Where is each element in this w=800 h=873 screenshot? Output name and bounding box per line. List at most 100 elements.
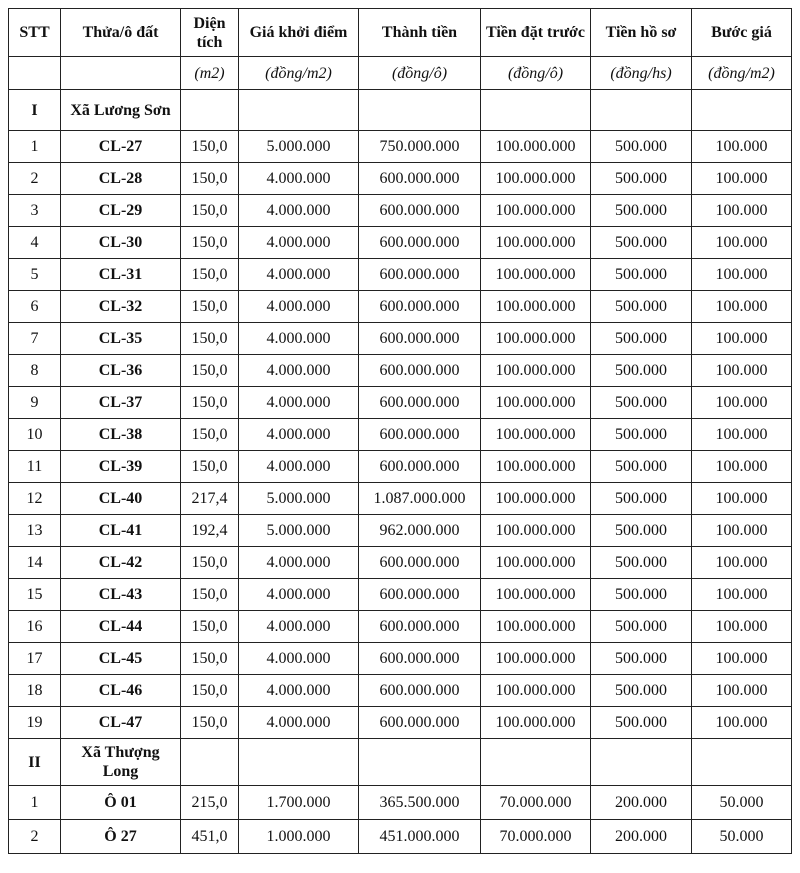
cell-plot: CL-30	[60, 226, 181, 259]
cell-area: 150,0	[180, 194, 239, 227]
cell-start-price: 4.000.000	[238, 258, 359, 291]
cell-area: 150,0	[180, 418, 239, 451]
cell-total: 451.000.000	[358, 819, 481, 854]
cell-deposit: 100.000.000	[480, 546, 591, 579]
cell-deposit: 100.000.000	[480, 322, 591, 355]
cell-area: 150,0	[180, 322, 239, 355]
table-row: 13 CL-41 192,4 5.000.000 962.000.000 100.000.…	[8, 514, 792, 547]
cell-deposit: 100.000.000	[480, 514, 591, 547]
empty-cell	[238, 738, 359, 786]
empty-cell	[358, 89, 481, 131]
cell-total: 600.000.000	[358, 546, 481, 579]
cell-total: 962.000.000	[358, 514, 481, 547]
cell-dossier-fee: 500.000	[590, 642, 692, 675]
cell-deposit: 100.000.000	[480, 130, 591, 163]
cell-area: 192,4	[180, 514, 239, 547]
cell-price-step: 100.000	[691, 290, 792, 323]
cell-dossier-fee: 500.000	[590, 386, 692, 419]
cell-dossier-fee: 500.000	[590, 418, 692, 451]
cell-plot: CL-35	[60, 322, 181, 355]
cell-stt: 18	[8, 674, 61, 707]
cell-start-price: 4.000.000	[238, 162, 359, 195]
cell-total: 600.000.000	[358, 450, 481, 483]
cell-deposit: 100.000.000	[480, 162, 591, 195]
cell-price-step: 100.000	[691, 162, 792, 195]
cell-plot: CL-42	[60, 546, 181, 579]
cell-deposit: 100.000.000	[480, 578, 591, 611]
header-area: Diện tích	[180, 8, 239, 57]
cell-dossier-fee: 500.000	[590, 706, 692, 739]
table-row: 4 CL-30 150,0 4.000.000 600.000.000 100.000.0…	[8, 226, 792, 259]
cell-total: 600.000.000	[358, 258, 481, 291]
cell-total: 600.000.000	[358, 706, 481, 739]
cell-price-step: 100.000	[691, 706, 792, 739]
header-row: STT Thửa/ô đất Diện tích Giá khởi điểm T…	[8, 8, 792, 57]
cell-plot: CL-28	[60, 162, 181, 195]
cell-area: 451,0	[180, 819, 239, 854]
section-number: I	[8, 89, 61, 131]
cell-deposit: 100.000.000	[480, 450, 591, 483]
cell-start-price: 4.000.000	[238, 226, 359, 259]
cell-start-price: 5.000.000	[238, 130, 359, 163]
cell-plot: CL-37	[60, 386, 181, 419]
cell-start-price: 1.700.000	[238, 785, 359, 820]
cell-plot: CL-44	[60, 610, 181, 643]
header-deposit: Tiền đặt trước	[480, 8, 591, 57]
cell-stt: 17	[8, 642, 61, 675]
cell-area: 150,0	[180, 642, 239, 675]
cell-plot: CL-27	[60, 130, 181, 163]
cell-deposit: 100.000.000	[480, 258, 591, 291]
cell-dossier-fee: 500.000	[590, 258, 692, 291]
cell-dossier-fee: 200.000	[590, 819, 692, 854]
cell-deposit: 100.000.000	[480, 386, 591, 419]
unit-dossier-fee: (đồng/hs)	[590, 56, 692, 90]
empty-cell	[358, 738, 481, 786]
cell-plot: CL-39	[60, 450, 181, 483]
cell-price-step: 100.000	[691, 322, 792, 355]
section-number: II	[8, 738, 61, 786]
cell-total: 600.000.000	[358, 674, 481, 707]
unit-stt	[8, 56, 61, 90]
cell-total: 365.500.000	[358, 785, 481, 820]
cell-total: 600.000.000	[358, 322, 481, 355]
cell-area: 150,0	[180, 130, 239, 163]
cell-price-step: 50.000	[691, 819, 792, 854]
cell-price-step: 50.000	[691, 785, 792, 820]
cell-stt: 15	[8, 578, 61, 611]
cell-start-price: 1.000.000	[238, 819, 359, 854]
cell-plot: CL-46	[60, 674, 181, 707]
cell-start-price: 4.000.000	[238, 706, 359, 739]
cell-deposit: 70.000.000	[480, 819, 591, 854]
table-row: 5 CL-31 150,0 4.000.000 600.000.000 100.000.0…	[8, 258, 792, 291]
cell-dossier-fee: 500.000	[590, 194, 692, 227]
cell-total: 600.000.000	[358, 418, 481, 451]
cell-plot: CL-29	[60, 194, 181, 227]
table-row: 12 CL-40 217,4 5.000.000 1.087.000.000 100.00…	[8, 482, 792, 515]
cell-plot: CL-38	[60, 418, 181, 451]
cell-deposit: 100.000.000	[480, 706, 591, 739]
cell-stt: 2	[8, 162, 61, 195]
cell-dossier-fee: 500.000	[590, 450, 692, 483]
cell-dossier-fee: 500.000	[590, 322, 692, 355]
cell-total: 600.000.000	[358, 226, 481, 259]
cell-dossier-fee: 500.000	[590, 674, 692, 707]
cell-area: 217,4	[180, 482, 239, 515]
cell-area: 150,0	[180, 258, 239, 291]
cell-price-step: 100.000	[691, 418, 792, 451]
header-total: Thành tiền	[358, 8, 481, 57]
units-row: (m2) (đồng/m2) (đồng/ô) (đồng/ô) (đồng/hs) (đ…	[8, 56, 792, 90]
cell-area: 150,0	[180, 226, 239, 259]
cell-dossier-fee: 500.000	[590, 162, 692, 195]
cell-start-price: 4.000.000	[238, 322, 359, 355]
table-row: 19 CL-47 150,0 4.000.000 600.000.000 100.000.…	[8, 706, 792, 739]
cell-area: 150,0	[180, 162, 239, 195]
cell-total: 600.000.000	[358, 290, 481, 323]
cell-plot: CL-45	[60, 642, 181, 675]
cell-plot: CL-40	[60, 482, 181, 515]
cell-area: 150,0	[180, 706, 239, 739]
cell-total: 1.087.000.000	[358, 482, 481, 515]
cell-price-step: 100.000	[691, 450, 792, 483]
cell-price-step: 100.000	[691, 610, 792, 643]
cell-stt: 9	[8, 386, 61, 419]
